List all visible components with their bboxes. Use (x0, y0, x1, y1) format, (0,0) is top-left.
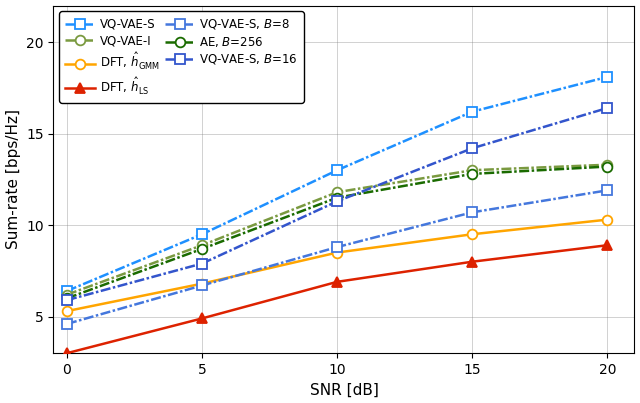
Y-axis label: Sum-rate [bps/Hz]: Sum-rate [bps/Hz] (6, 109, 20, 249)
X-axis label: SNR [dB]: SNR [dB] (310, 382, 378, 397)
Legend: VQ-VAE-S, VQ-VAE-I, DFT, $\hat{h}_{\mathrm{GMM}}$, DFT, $\hat{h}_{\mathrm{LS}}$,: VQ-VAE-S, VQ-VAE-I, DFT, $\hat{h}_{\math… (60, 11, 303, 102)
